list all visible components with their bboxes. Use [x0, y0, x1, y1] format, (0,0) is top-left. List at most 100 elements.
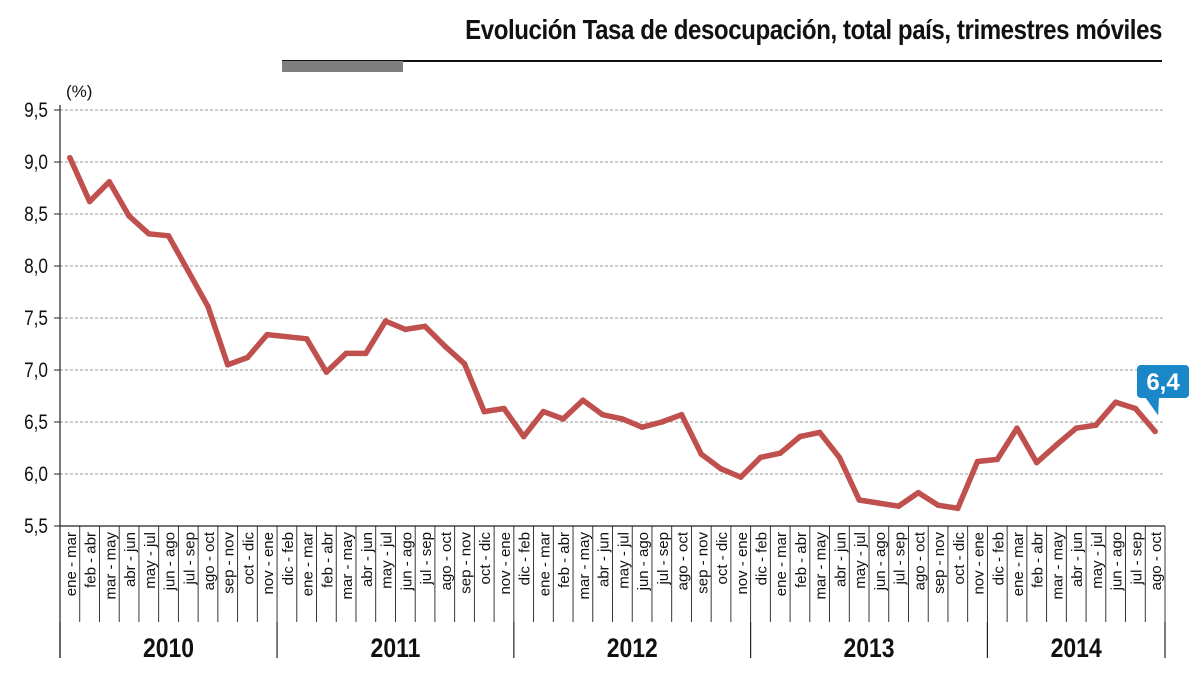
- series-line: [67, 155, 1158, 512]
- data-point: [323, 369, 330, 375]
- x-tick-label: feb - abr: [1030, 532, 1047, 588]
- x-tick-label: jun - ago: [635, 532, 652, 591]
- x-tick-label: sep - nov: [221, 532, 238, 594]
- data-point: [915, 489, 922, 496]
- x-tick-label: may - jul: [615, 532, 632, 589]
- data-point: [1073, 425, 1079, 432]
- data-point: [86, 198, 93, 205]
- data-point: [363, 350, 369, 357]
- data-point: [718, 466, 724, 472]
- data-point: [955, 505, 961, 512]
- data-point: [165, 233, 172, 239]
- data-point: [205, 303, 211, 310]
- x-tick-label: jul - sep: [418, 532, 435, 586]
- x-tick-label: ago - oct: [438, 531, 455, 590]
- data-point: [1132, 405, 1139, 412]
- x-tick-label: oct - dic: [951, 532, 968, 585]
- x-tick-label: may - jul: [142, 532, 159, 589]
- data-point: [895, 503, 902, 510]
- x-tick-label: dic - feb: [517, 532, 534, 585]
- data-point: [619, 416, 626, 422]
- y-tick-label: 9,0: [24, 152, 48, 175]
- y-tick-label: 7,5: [24, 308, 48, 331]
- data-point: [836, 454, 843, 461]
- data-point: [1112, 399, 1119, 406]
- x-tick-label: feb - abr: [793, 532, 810, 588]
- x-tick-label: nov - ene: [971, 532, 988, 595]
- x-tick-label: jul - sep: [181, 532, 198, 586]
- x-tick-label: ene - mar: [536, 532, 553, 596]
- y-tick-label: 5,5: [24, 516, 48, 539]
- x-tick-label: abr - jun: [122, 532, 139, 587]
- data-point: [738, 474, 744, 480]
- x-tick-label: sep - nov: [458, 532, 475, 594]
- year-label: 2011: [371, 633, 421, 663]
- gridlines: [60, 109, 1165, 475]
- x-tick-label: abr - jun: [596, 532, 613, 587]
- x-tick-label: oct - dic: [477, 532, 494, 585]
- y-tick-label: 8,5: [24, 204, 48, 227]
- data-point: [698, 451, 705, 458]
- x-tick-label: oct - dic: [714, 532, 731, 585]
- y-axis-label: (%): [66, 82, 92, 101]
- data-point: [560, 416, 566, 422]
- data-point: [244, 354, 251, 361]
- x-tick-label: nov - ene: [497, 532, 514, 595]
- y-tick-label: 9,5: [24, 100, 48, 123]
- x-tick-label: may - jul: [1089, 532, 1106, 589]
- data-point: [126, 213, 132, 219]
- x-tick-label: feb - abr: [319, 532, 336, 588]
- x-tick-label: jun - ago: [398, 532, 415, 591]
- x-tick-label: ene - mar: [1010, 532, 1027, 596]
- x-tick-label: abr - jun: [1069, 532, 1086, 587]
- x-tick-label: mar - may: [1049, 532, 1066, 600]
- data-point: [659, 419, 665, 425]
- data-point: [974, 458, 981, 465]
- x-tick-label: jun - ago: [1109, 532, 1126, 591]
- x-tick-label: dic - feb: [753, 532, 770, 585]
- x-tick-label: mar - may: [576, 532, 593, 600]
- data-point: [599, 411, 606, 418]
- data-point: [264, 331, 271, 338]
- data-point: [185, 268, 192, 275]
- x-tick-label: jun - ago: [872, 532, 889, 591]
- x-tick-label: abr - jun: [359, 532, 376, 587]
- x-tick-label: mar - may: [339, 532, 356, 600]
- data-point: [757, 454, 764, 461]
- series-polyline: [67, 155, 1158, 512]
- data-point: [382, 318, 389, 324]
- chart-title: Evolución Tasa de desocupación, total pa…: [465, 14, 1163, 45]
- data-point: [816, 429, 823, 436]
- callout-label: 6,4: [1146, 369, 1180, 396]
- y-axis: 5,5 6,0 6,5 7,0 7,5 8,0 8,5 9,0 9,5: [24, 100, 61, 658]
- data-point: [481, 408, 488, 415]
- x-tick-label: sep - nov: [694, 532, 711, 594]
- x-tick-label: mar - may: [813, 532, 830, 600]
- year-label: 2012: [607, 633, 658, 663]
- y-tick-label: 8,0: [24, 256, 48, 279]
- y-tick-label: 6,0: [24, 464, 48, 487]
- data-point: [303, 336, 310, 342]
- data-point: [856, 497, 862, 503]
- year-label: 2013: [843, 633, 894, 663]
- data-point: [935, 502, 941, 509]
- data-point: [224, 362, 231, 368]
- x-tick-label: ene - mar: [773, 532, 790, 596]
- x-tick-label: ago - oct: [675, 531, 692, 590]
- year-label: 2014: [1051, 633, 1102, 663]
- callout-box: [1137, 365, 1189, 398]
- data-point: [540, 408, 547, 415]
- title-accent-bar: [282, 61, 403, 72]
- title-underline: [282, 60, 1162, 62]
- x-tick-label: ago - oct: [201, 531, 218, 590]
- x-tick-label: abr - jun: [832, 532, 849, 587]
- data-point: [777, 450, 783, 457]
- x-tick-label: jul - sep: [1128, 532, 1145, 586]
- x-axis: ene - mar feb - abr mar - may abr - jun may …: [59, 525, 1166, 663]
- data-point: [402, 326, 409, 333]
- last-value-callout: 6,4: [1137, 365, 1189, 416]
- year-label: 2010: [143, 633, 194, 663]
- x-tick-label: sep - nov: [931, 532, 948, 594]
- data-point: [501, 405, 507, 412]
